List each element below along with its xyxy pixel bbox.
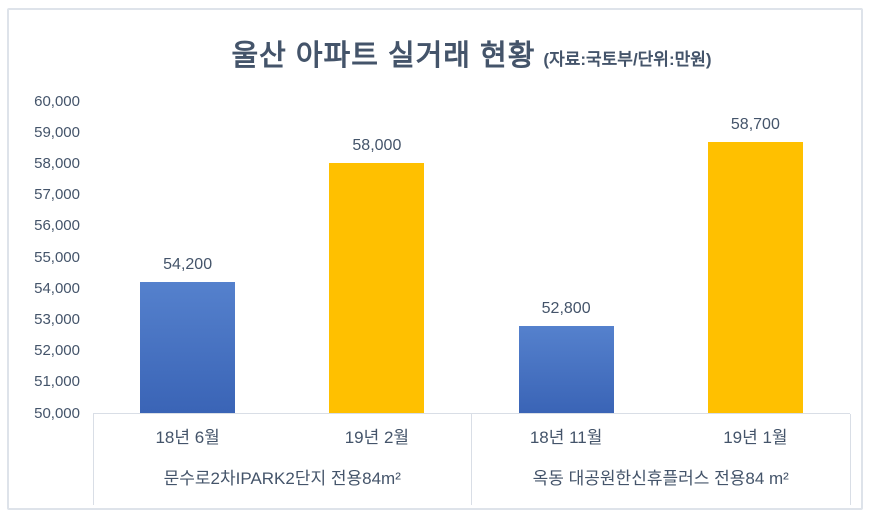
x-axis-group-label: 옥동 대공원한신휴플러스 전용84 m² <box>532 469 789 488</box>
y-axis-tick-label: 52,000 <box>34 342 80 360</box>
bar-19년-1월 <box>707 141 803 413</box>
chart-subtitle: (자료:국토부/단위:만원) <box>543 50 712 69</box>
bar-19년-2월 <box>329 163 425 413</box>
y-axis-tick-label: 58,000 <box>34 154 80 172</box>
y-axis-tick-label: 56,000 <box>34 217 80 235</box>
y-axis-tick-label: 50,000 <box>34 404 80 422</box>
chart-title-row: 울산 아파트 실거래 현황 (자료:국토부/단위:만원) <box>93 32 850 74</box>
x-axis-category-label: 18년 11월 <box>529 428 603 447</box>
bar-18년-6월 <box>140 281 236 413</box>
bar-value-label: 58,000 <box>352 137 402 155</box>
x-axis-group-label: 문수로2차IPARK2단지 전용84m² <box>163 469 401 488</box>
x-axis-category-label: 18년 6월 <box>155 428 220 447</box>
category-separator-line <box>471 414 472 505</box>
category-separator-line <box>92 414 94 505</box>
bar-value-label: 54,200 <box>163 255 213 273</box>
y-axis-tick-label: 60,000 <box>34 92 80 110</box>
y-axis-tick-label: 51,000 <box>34 373 80 391</box>
y-axis-tick-label: 54,000 <box>34 279 80 297</box>
category-separator-line <box>849 414 851 505</box>
y-axis-tick-label: 55,000 <box>34 248 80 266</box>
y-axis-tick-label: 53,000 <box>34 310 80 328</box>
bar-value-label: 52,800 <box>541 299 591 317</box>
y-axis-tick-label: 59,000 <box>34 123 80 141</box>
chart-title: 울산 아파트 실거래 현황 <box>231 40 536 72</box>
bar-value-label: 58,700 <box>730 115 780 133</box>
x-axis-line <box>93 413 850 414</box>
x-axis-category-label: 19년 2월 <box>344 428 410 447</box>
x-axis-category-label: 19년 1월 <box>723 428 788 447</box>
y-axis-tick-label: 57,000 <box>34 186 80 204</box>
bar-18년-11월 <box>518 325 614 413</box>
